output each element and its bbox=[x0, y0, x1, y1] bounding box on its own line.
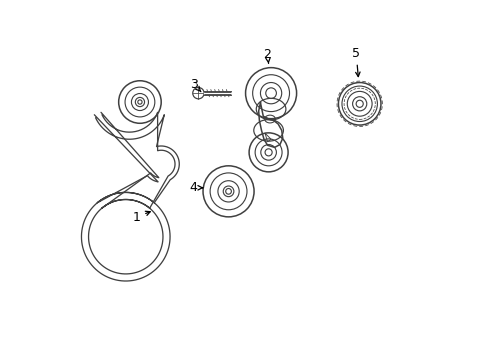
Text: 5: 5 bbox=[351, 46, 360, 77]
Text: 3: 3 bbox=[190, 78, 201, 92]
Text: 1: 1 bbox=[132, 211, 150, 224]
Text: 2: 2 bbox=[263, 48, 271, 63]
Text: 4: 4 bbox=[189, 181, 203, 194]
